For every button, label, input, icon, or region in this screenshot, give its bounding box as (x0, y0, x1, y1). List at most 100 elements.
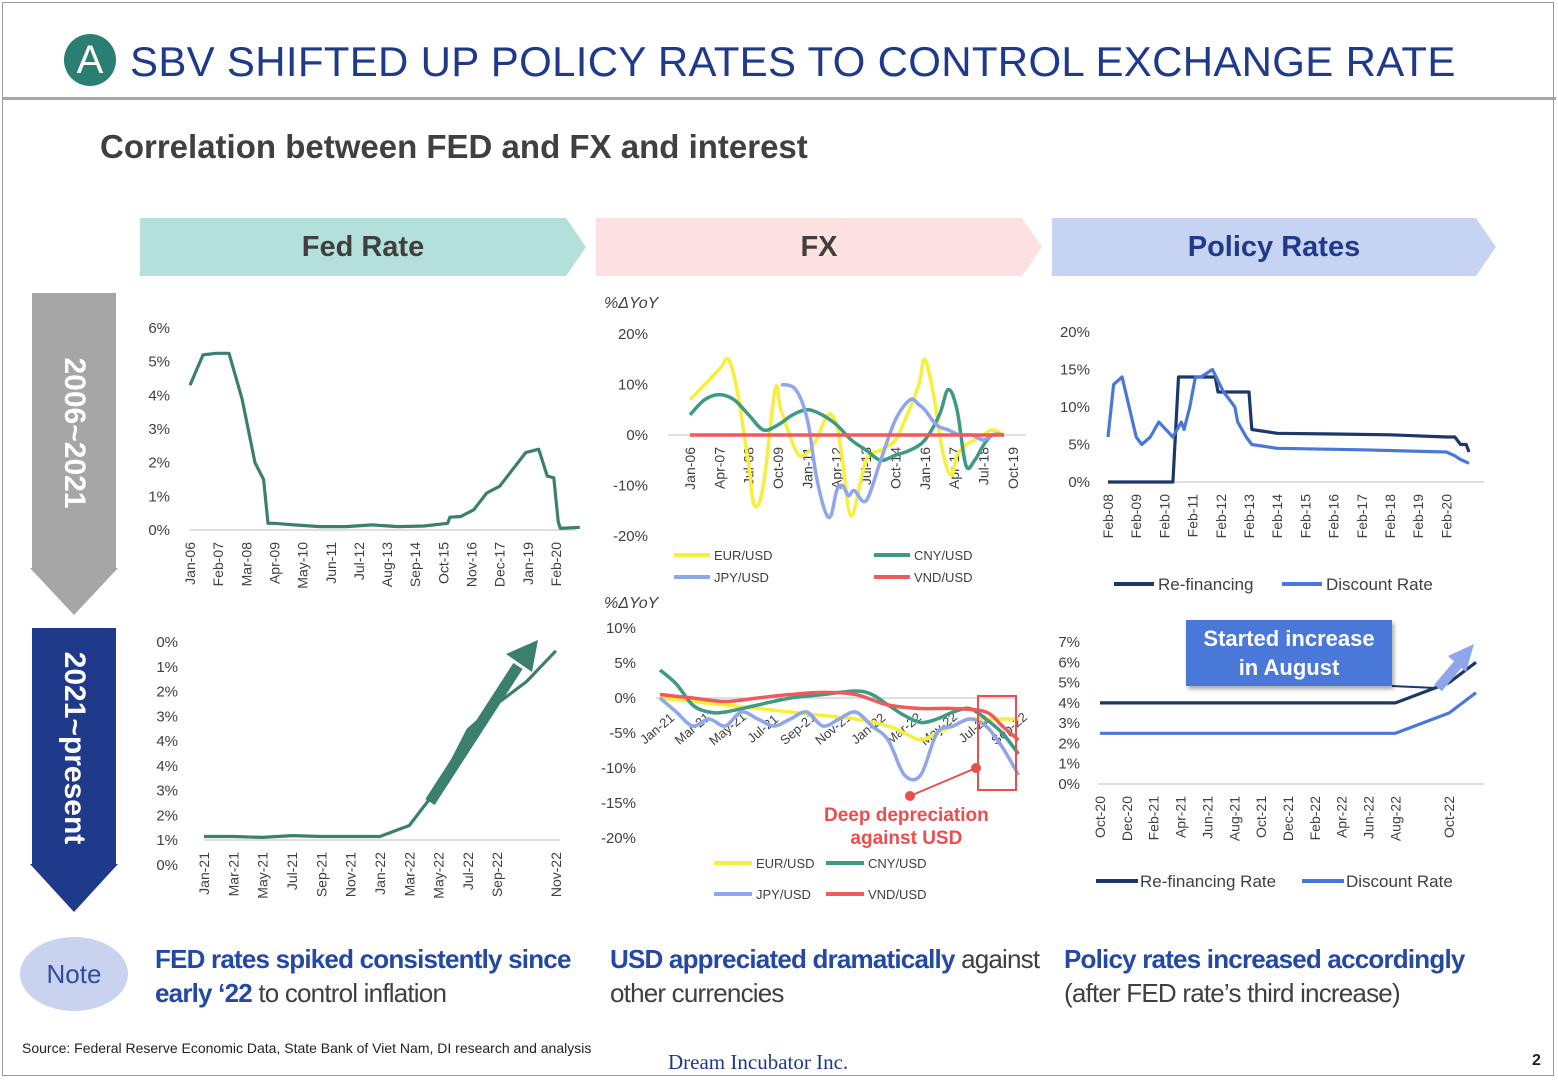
x-tick-label: Feb-09 (1128, 494, 1144, 539)
x-tick-label: Feb-08 (1100, 494, 1116, 539)
x-tick-label: Feb-15 (1297, 494, 1313, 539)
y-tick-label: -20% (613, 528, 648, 545)
x-tick-label: Jul-22 (460, 852, 476, 890)
column-header-fx: FX (596, 218, 1042, 276)
trend-arrow-head (506, 640, 538, 672)
note-fx: USD appreciated dramatically against oth… (610, 942, 1050, 1010)
series-line-vnd-usd (659, 690, 1020, 742)
x-tick-label: Dec-21 (1280, 796, 1296, 841)
x-tick-label: Oct-21 (1253, 796, 1269, 838)
x-tick-label: Jun-21 (1199, 796, 1215, 839)
period-arrow-2006-2021: 2006~2021 (30, 293, 118, 615)
note-policy-rest: (after FED rate’s third increase) (1064, 978, 1401, 1008)
x-tick-label: Apr-07 (711, 447, 727, 489)
y-tick-label: 5% (1068, 437, 1090, 454)
y-tick-label: 20% (1060, 324, 1090, 341)
y-tick-label: 3% (148, 421, 170, 438)
legend-label: Discount Rate (1326, 575, 1433, 594)
increase-arrow-head (1448, 644, 1474, 672)
y-tick-label: 4% (1058, 695, 1080, 712)
column-header-policy-label: Policy Rates (1187, 231, 1361, 263)
x-tick-label: Sep-21 (313, 852, 329, 897)
x-tick-label: Apr-09 (266, 542, 282, 584)
x-tick-label: May-22 (431, 852, 447, 899)
legend-label: CNY/USD (914, 548, 973, 563)
series-line-discount (1100, 691, 1477, 735)
x-tick-label: Feb-14 (1269, 494, 1285, 539)
note-policy: Policy rates increased accordingly (afte… (1064, 942, 1484, 1010)
y-tick-label: 1% (156, 832, 178, 849)
x-tick-label: Feb-20 (1438, 494, 1454, 539)
period-arrow-2021-present: 2021~present (30, 628, 118, 912)
y-tick-label: -20% (601, 830, 636, 847)
legend-label: VND/USD (868, 887, 927, 902)
x-tick-label: Jan-19 (520, 542, 536, 585)
chart-policy-2006-2021: 20% 15% 10% 5% 0% Feb-08 Feb-09 Feb-10 Feb-11 Feb… (1052, 300, 1498, 610)
y-tick-label: 4% (156, 733, 178, 750)
x-tick-label: Jan-06 (682, 447, 698, 490)
x-tick-label: Mar-22 (401, 852, 417, 897)
x-tick-label: Dec-17 (492, 542, 508, 587)
callout-line-1: Started increase (1203, 626, 1375, 651)
x-tick-label: Oct-19 (1005, 447, 1021, 489)
series-line-refinancing (1100, 661, 1477, 705)
y-tick-label: 7% (1058, 634, 1080, 651)
annotation-line-2: against USD (850, 828, 963, 849)
y-tick-label: 0% (156, 857, 178, 874)
x-tick-label: Feb-10 (1156, 494, 1172, 539)
x-tick-label: Mar-08 (238, 542, 254, 587)
x-tick-label: Dec-20 (1119, 796, 1135, 841)
y-tick-label: 10% (606, 620, 636, 637)
legend-label: EUR/USD (756, 856, 815, 871)
period-label-2006-2021: 2006~2021 (58, 357, 91, 509)
y-tick-label: 0% (614, 690, 636, 707)
callout-started-increase: Started increase in August (1186, 620, 1392, 686)
y-tick-label: 1% (148, 488, 170, 505)
y-tick-label: 3% (1058, 715, 1080, 732)
y-tick-label: 6% (148, 320, 170, 337)
x-tick-label: Jun-11 (323, 542, 339, 584)
y-tick-label: 2% (156, 807, 178, 824)
legend-label: Discount Rate (1346, 872, 1453, 891)
y-tick-label: -5% (609, 725, 636, 742)
column-header-fed-shape (140, 218, 586, 276)
x-tick-label: Sep-14 (407, 542, 423, 587)
y-tick-label: 5% (614, 655, 636, 672)
x-tick-label: Feb-21 (1146, 796, 1162, 841)
note-fed-bold: FED rates spiked consistently since earl… (155, 944, 571, 1008)
note-badge: Note (20, 937, 128, 1011)
period-arrow-2006-2021-shape (30, 293, 118, 615)
callout-pointer (1391, 685, 1437, 689)
legend-label: JPY/USD (756, 887, 811, 902)
column-header-fed: Fed Rate (140, 218, 586, 276)
source-note: Source: Federal Reserve Economic Data, S… (22, 1040, 592, 1056)
x-tick-label: Feb-18 (1382, 494, 1398, 539)
series-line-fed-rate (204, 649, 558, 839)
legend-label: EUR/USD (714, 548, 773, 563)
note-fx-bold: USD appreciated dramatically (610, 944, 955, 974)
x-tick-label: May-21 (255, 852, 271, 899)
x-tick-label: Nov-22 (548, 852, 564, 897)
x-tick-label: Feb-20 (548, 542, 564, 587)
x-tick-label: Nov-21 (343, 852, 359, 897)
highlight-box (977, 695, 1017, 791)
x-tick-label: Feb-11 (1185, 494, 1201, 538)
note-policy-bold: Policy rates increased accordingly (1064, 944, 1465, 974)
y-tick-label: 0% (626, 427, 648, 444)
x-tick-label: Jan-22 (848, 710, 888, 747)
annotation-line-1: Deep depreciation (824, 805, 989, 826)
chart-fx-2021-present: %ΔYoY 10% 5% 0% -5% -10% -15% -20% Jan-21 Mar-21 M… (596, 590, 1042, 910)
series-line-jpy-usd (658, 696, 1021, 782)
note-fed-rest: to control inflation (251, 978, 447, 1008)
y-tick-label: 3% (156, 783, 178, 800)
y-tick-label: 1% (156, 659, 178, 676)
x-tick-label: Feb-12 (1213, 494, 1229, 539)
y-tick-label: 10% (618, 377, 648, 394)
y-tick-label: 20% (618, 326, 648, 343)
column-header-policy-shape (1052, 218, 1496, 276)
page-number: 2 (1532, 1052, 1541, 1069)
column-header-fed-label: Fed Rate (301, 231, 425, 263)
trend-arrow-shaft (425, 663, 523, 805)
y-tick-label: 1% (1058, 756, 1080, 773)
x-tick-label: Nov-16 (464, 542, 480, 587)
